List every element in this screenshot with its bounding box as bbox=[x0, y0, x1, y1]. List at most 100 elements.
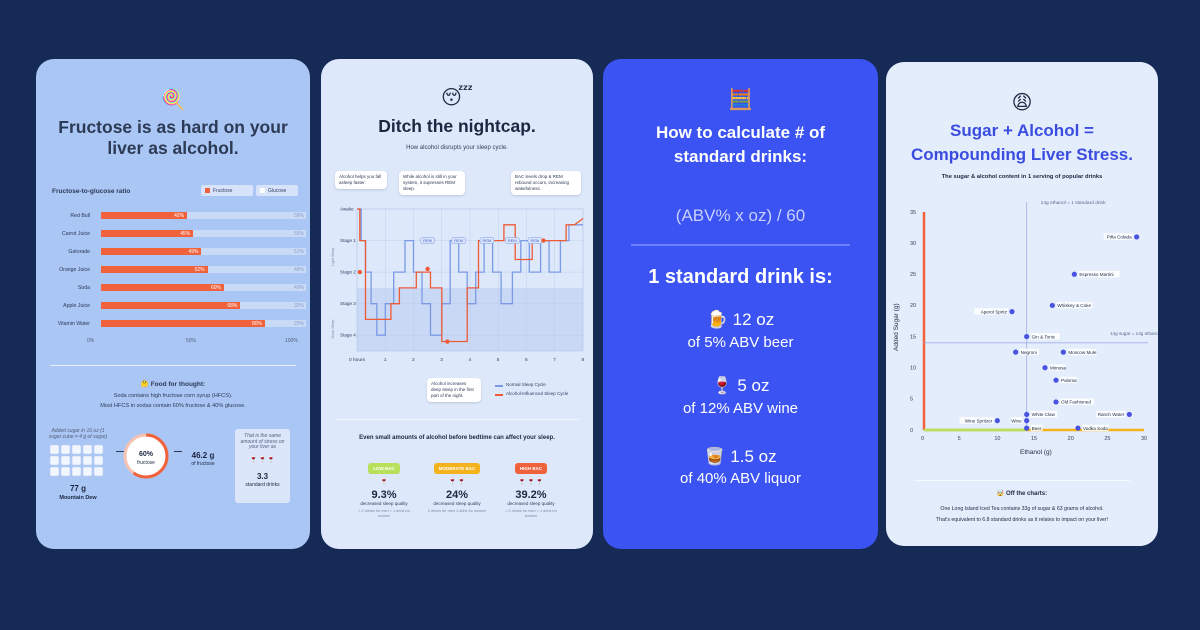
card3-title-line2: standard drinks: bbox=[673, 147, 808, 166]
point-label-bg bbox=[1010, 417, 1023, 424]
callout-suppresses-rem: While alcohol is still in your system, i… bbox=[399, 171, 465, 195]
sugar-cube bbox=[60, 455, 71, 466]
scatter-point bbox=[1075, 425, 1081, 431]
level-high: HIGH BAC 🍷🍷🍷 39.2% decreased sleep quali… bbox=[501, 457, 561, 519]
fructose-bar: 68% bbox=[101, 302, 241, 309]
point-label-bg bbox=[959, 417, 994, 424]
chart-label: Fructose-to-glucose ratio bbox=[52, 188, 131, 195]
callout-fall-asleep: Alcohol helps you fall asleep faster. bbox=[335, 171, 387, 189]
point-label: Ranch Water bbox=[1098, 412, 1125, 417]
fructose-bar: 42% bbox=[101, 212, 188, 219]
liquor-amount: 1.5 oz bbox=[730, 447, 777, 466]
equiv-note: That is the same amount of stress on you… bbox=[240, 433, 285, 450]
point-label: Piña Colada bbox=[1107, 235, 1132, 240]
point-label: Aperol Spritz bbox=[981, 309, 1008, 314]
liquor-desc: of 40% ABV liquor bbox=[680, 470, 801, 487]
point-label: White Claw bbox=[1032, 412, 1056, 417]
badge-high: HIGH BAC bbox=[514, 463, 548, 474]
added-sugar-note: Added sugar in 16 oz (1 sugar cube = 4 g… bbox=[48, 428, 108, 440]
divider bbox=[50, 365, 296, 366]
y-tick-label: Stage 2 bbox=[340, 270, 356, 275]
glucose-value-label: 32% bbox=[293, 302, 304, 309]
scatter-point bbox=[1071, 271, 1077, 277]
bar-category-label: Orange Juice bbox=[59, 267, 90, 273]
y-tick-label: 0 bbox=[910, 428, 913, 434]
rem-label: REM bbox=[530, 238, 539, 243]
scatter-point bbox=[1024, 418, 1030, 424]
wine-desc: of 12% ABV wine bbox=[682, 400, 799, 417]
glucose-bar: 49% 51% bbox=[101, 248, 306, 255]
deep-sleep-label: Deep Sleep bbox=[331, 320, 335, 339]
bar-row: Orange Juice 52% 48% bbox=[50, 265, 306, 275]
sugar-cubes bbox=[48, 443, 108, 481]
sugar-cube bbox=[93, 466, 104, 477]
point-label: Paloma bbox=[1061, 378, 1077, 383]
point-label-bg bbox=[1030, 424, 1043, 432]
y-tick-label: 20 bbox=[910, 303, 916, 309]
fructose-value-label: 49% bbox=[188, 248, 199, 255]
badge-moderate: MODERATE BAC bbox=[433, 463, 481, 474]
sugar-cube bbox=[93, 444, 104, 455]
x-tick-label: 1 bbox=[384, 357, 387, 363]
fructose-value-label: 45% bbox=[180, 230, 191, 237]
sugar-grams: 77 g bbox=[69, 484, 86, 493]
sugar-cube bbox=[49, 455, 60, 466]
scatter-point bbox=[1009, 309, 1015, 315]
nightcap-card: 😴 Ditch the nightcap. How alcohol disrup… bbox=[321, 59, 593, 549]
bar-row: Carrot Juice 45% 55% bbox=[50, 229, 306, 239]
sugar-cube bbox=[71, 444, 82, 455]
food-line1: Soda contains high fructose corn syrup (… bbox=[113, 393, 233, 399]
fructose-bar: 80% bbox=[101, 320, 265, 327]
note-high: > 2 drinks for men > 1 drink for women bbox=[505, 509, 557, 518]
scatter-point bbox=[994, 418, 1000, 424]
point-label: Beer bbox=[1032, 426, 1042, 431]
glucose-bar: 60% 40% bbox=[101, 284, 306, 291]
wine-glass-icon: 🍷 bbox=[711, 376, 733, 395]
desc-high: decreased sleep quality bbox=[507, 501, 555, 506]
bar-row: Apple Juice 68% 32% bbox=[50, 301, 306, 311]
glucose-value-label: 48% bbox=[293, 266, 304, 273]
x-tick-label: 10 bbox=[994, 436, 1000, 442]
y-tick-label: 25 bbox=[910, 272, 916, 278]
desc-low: decreased sleep quality bbox=[360, 501, 408, 506]
sugar-cube bbox=[60, 444, 71, 455]
fructose-value-label: 68% bbox=[227, 302, 238, 309]
bar-category-label: Gatorade bbox=[68, 249, 90, 255]
scatter-point bbox=[1024, 333, 1030, 340]
fructose-bar: 45% bbox=[101, 230, 194, 237]
sugar-cube bbox=[71, 455, 82, 466]
pct-high: 39.2% bbox=[515, 489, 547, 501]
glucose-bar: 52% 48% bbox=[101, 266, 306, 273]
rem-badge bbox=[505, 237, 520, 244]
card4-subtitle: The sugar & alcohol content in 1 serving… bbox=[941, 174, 1103, 180]
sugar-cube bbox=[60, 466, 71, 477]
callout-rem-rebound: BAC levels drop & REM rebound occurs, in… bbox=[511, 171, 581, 195]
sugar-cube bbox=[71, 466, 82, 477]
x-tick-label: 5 bbox=[497, 357, 500, 363]
x-tick-label: 7 bbox=[553, 357, 556, 363]
glucose-swatch bbox=[260, 188, 265, 193]
rem-label: REM bbox=[482, 238, 491, 243]
standard-title: 1 standard drink is: bbox=[648, 266, 833, 288]
normal-line-swatch bbox=[495, 385, 503, 387]
glucose-value-label: 40% bbox=[293, 284, 304, 291]
legend-fructose-label: Fructose bbox=[213, 187, 233, 194]
off-line2: That's equivalent to 6.8 standard drinks… bbox=[936, 517, 1108, 523]
fructose-bar: 52% bbox=[101, 266, 208, 273]
scatter-point bbox=[1024, 411, 1030, 418]
y-tick-label: Awake bbox=[340, 207, 354, 212]
note-moderate: 2 drinks for men 1 drink for women bbox=[427, 509, 487, 513]
scatter-point bbox=[1053, 377, 1059, 383]
legend-fructose: Fructose bbox=[201, 185, 253, 196]
ref-sugar-label: 14g sugar = 14g ethanol bbox=[1110, 331, 1158, 336]
point-label: Mimosa bbox=[1050, 365, 1067, 370]
axis-50: 50% bbox=[186, 338, 197, 344]
point-label: Whiskey & Coke bbox=[1057, 303, 1091, 308]
beer-desc: of 5% ABV beer bbox=[687, 334, 794, 351]
bar-category-label: Apple Juice bbox=[63, 303, 90, 309]
point-label: Negroni bbox=[1021, 350, 1037, 355]
card2-title: Ditch the nightcap. bbox=[378, 116, 536, 136]
y-tick-label: 5 bbox=[910, 397, 913, 403]
sugar-cube bbox=[49, 444, 60, 455]
scatter-point bbox=[1049, 302, 1055, 309]
